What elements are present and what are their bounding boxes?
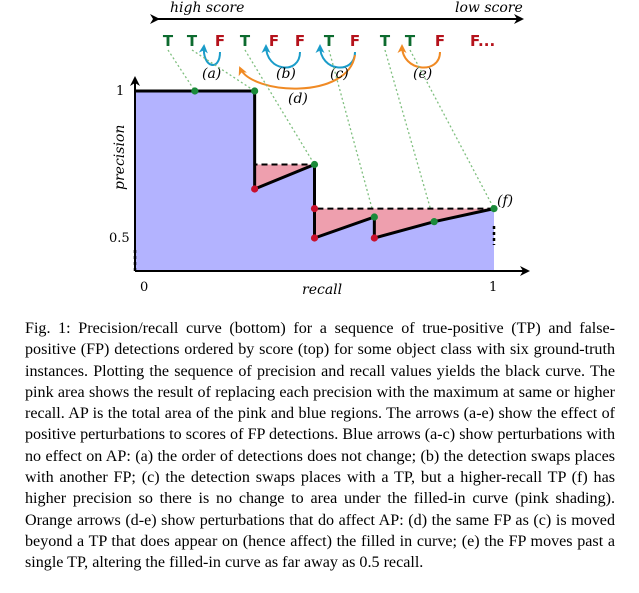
sequence-item: F <box>435 32 445 50</box>
connector-line <box>328 49 375 218</box>
sequence-item: T <box>405 32 416 50</box>
fp-point <box>251 185 259 193</box>
x-tick-0: 0 <box>140 280 148 295</box>
arrow-label-a: (a) <box>202 66 221 82</box>
tp-point <box>430 218 438 226</box>
y-tick-1: 1 <box>116 84 124 99</box>
y-axis-label: precision <box>112 125 128 190</box>
sequence-item: T <box>380 32 391 50</box>
arrow-label-d: (d) <box>288 91 308 107</box>
tp-point <box>370 213 378 221</box>
connector-line <box>167 49 196 92</box>
fp-point <box>370 234 378 242</box>
sequence-item: F <box>269 32 279 50</box>
y-tick-0-5: 0.5 <box>109 231 130 246</box>
sequence-item: F <box>215 32 225 50</box>
fp-point <box>310 205 319 213</box>
detection-sequence: T T F T F F T F T T F F... <box>163 32 495 50</box>
arrow-e <box>397 44 441 69</box>
tp-point <box>251 87 259 95</box>
arrow-label-c: (c) <box>330 66 349 82</box>
arrow-label-b: (b) <box>276 66 296 82</box>
x-tick-1: 1 <box>489 280 497 295</box>
figure-caption: Fig. 1: Precision/recall curve (bottom) … <box>25 320 615 572</box>
sequence-item: F <box>295 32 305 50</box>
connector-line <box>384 49 435 222</box>
score-axis-low-label: low score <box>455 0 523 16</box>
arrow-a <box>198 44 221 66</box>
connector-line <box>409 49 495 209</box>
tp-point <box>191 87 199 95</box>
sequence-item: T <box>324 32 335 50</box>
sequence-item: F... <box>470 32 495 50</box>
filled-in-curve <box>135 90 494 210</box>
figure-1: high score low score T T F T F F T F T T F F... (a)… <box>109 0 530 298</box>
tp-point <box>310 160 319 169</box>
sequence-item: F <box>350 32 360 50</box>
arrow-label-f: (f) <box>497 193 513 209</box>
score-axis-high-label: high score <box>170 0 244 16</box>
arrow-d <box>238 54 356 90</box>
arrow-b <box>261 44 301 69</box>
sequence-to-curve-connectors <box>167 49 495 222</box>
fp-point <box>310 234 319 242</box>
x-axis-label: recall <box>302 282 342 298</box>
sequence-item: T <box>187 32 198 50</box>
sequence-item: T <box>163 32 174 50</box>
sequence-item: T <box>240 32 251 50</box>
connector-line <box>191 49 256 92</box>
tp-point <box>490 205 498 213</box>
curve-points <box>191 87 498 242</box>
